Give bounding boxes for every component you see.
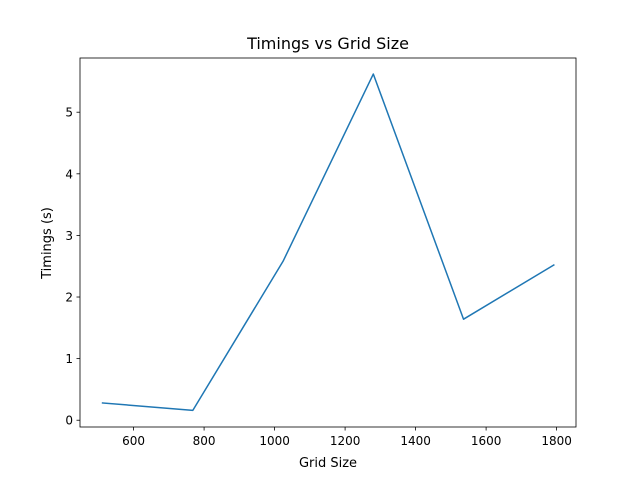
chart-title: Timings vs Grid Size [246,34,409,53]
y-tick-label-5: 5 [65,106,73,120]
x-tick-label-1600: 1600 [471,434,502,448]
axes-frame [79,57,577,428]
plot-area: 600 800 1000 1200 1400 1600 1800 0 1 2 3 4 5 [65,57,577,448]
y-tick-label-4: 4 [65,167,73,181]
x-tick-label-1800: 1800 [541,434,572,448]
x-tick-label-1400: 1400 [400,434,431,448]
y-axis-label: Timings (s) [40,207,55,280]
y-tick-label-2: 2 [65,291,73,305]
x-tick-label-1200: 1200 [330,434,361,448]
y-tick-label-0: 0 [65,414,73,428]
x-tick-label-1000: 1000 [259,434,290,448]
x-tick-label-600: 600 [122,434,145,448]
x-axis-label: Grid Size [299,456,357,471]
y-tick-label-3: 3 [65,229,73,243]
series-line-0 [101,73,555,412]
y-tick-label-1: 1 [65,352,73,366]
x-tick-label-800: 800 [193,434,216,448]
